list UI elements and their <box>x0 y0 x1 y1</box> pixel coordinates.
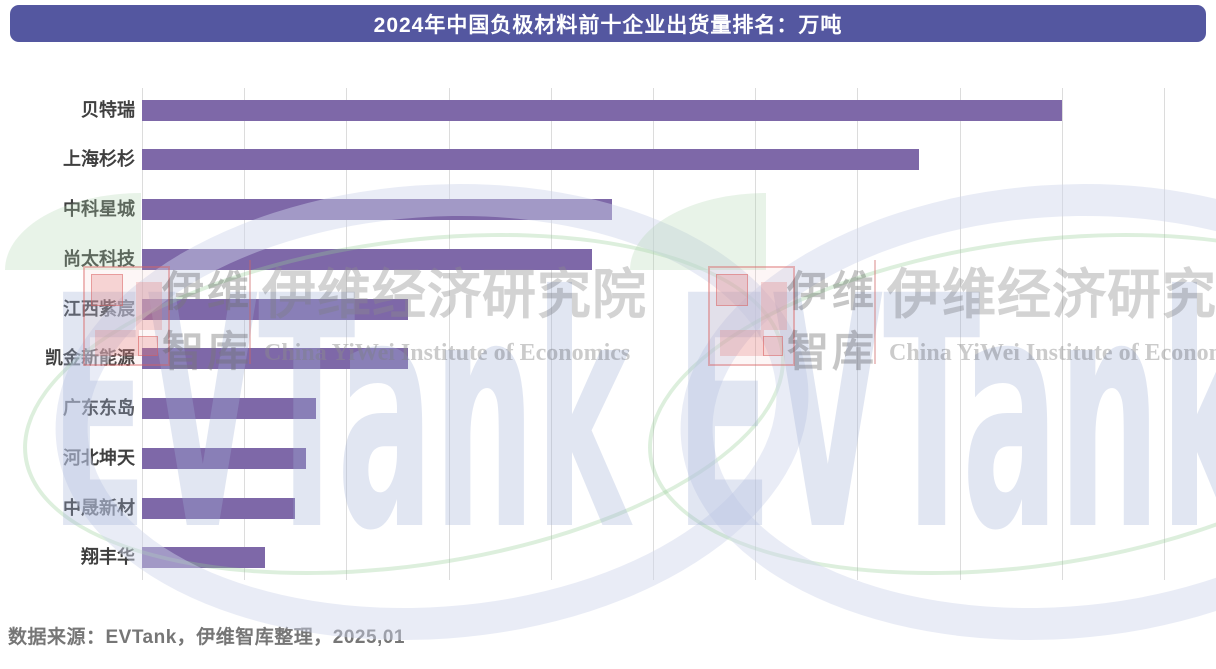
bar <box>142 298 408 320</box>
category-label: 江西紫宸 <box>63 298 135 319</box>
category-label: 翔丰华 <box>81 547 135 568</box>
bar <box>142 199 612 220</box>
category-label: 中科星城 <box>63 199 135 219</box>
bar <box>142 547 265 569</box>
x-gridline <box>142 88 143 580</box>
bar <box>142 447 306 469</box>
bar-chart-plot-area: 贝特瑞上海杉杉中科星城尚太科技江西紫宸凯金新能源广东东岛河北坤天中晟新材翔丰华 <box>45 88 1165 580</box>
bar <box>142 99 1062 121</box>
category-label: 凯金新能源 <box>45 348 135 369</box>
category-label: 贝特瑞 <box>81 99 135 120</box>
x-gridline <box>1164 88 1165 580</box>
bar <box>142 248 592 270</box>
x-gridline <box>551 88 552 580</box>
data-source-note: 数据来源：EVTank，伊维智库整理，2025,01 <box>8 627 405 648</box>
x-gridline <box>449 88 450 580</box>
chart-title-banner: 2024年中国负极材料前十企业出货量排名：万吨 <box>10 5 1206 42</box>
category-label: 尚太科技 <box>63 248 135 269</box>
category-label: 中晟新材 <box>63 497 135 518</box>
bar <box>142 497 295 519</box>
x-gridline <box>244 88 245 580</box>
category-label: 广东东岛 <box>63 398 135 418</box>
bar <box>142 398 316 419</box>
bar <box>142 149 919 171</box>
x-gridline <box>755 88 756 580</box>
x-gridline <box>653 88 654 580</box>
x-gridline <box>960 88 961 580</box>
chart-title: 2024年中国负极材料前十企业出货量排名：万吨 <box>373 13 843 37</box>
category-label: 上海杉杉 <box>63 149 135 170</box>
x-gridline <box>857 88 858 580</box>
x-gridline <box>1062 88 1063 580</box>
category-label: 河北坤天 <box>63 447 135 468</box>
x-gridline <box>346 88 347 580</box>
bar <box>142 348 408 370</box>
